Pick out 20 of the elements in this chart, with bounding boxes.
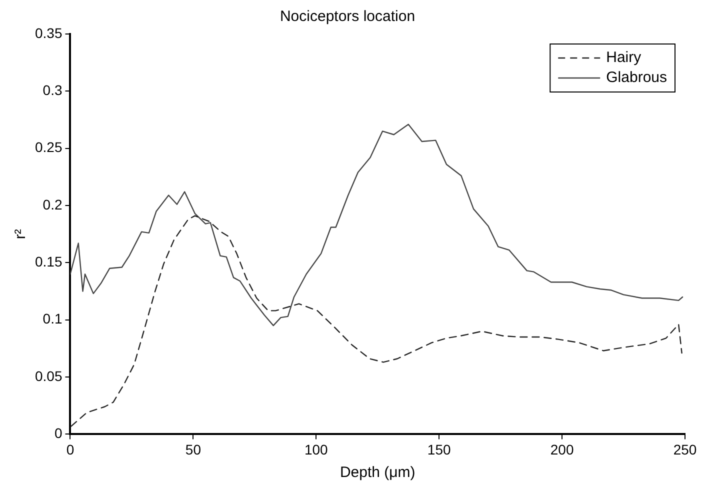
y-tick-label: 0.05 — [35, 368, 62, 384]
x-tick-label: 100 — [304, 441, 328, 458]
x-tick-label: 150 — [427, 441, 451, 458]
x-tick-label: 50 — [185, 441, 202, 458]
y-tick-label: 0 — [54, 425, 62, 442]
x-tick-label: 0 — [66, 441, 74, 458]
y-axis-title: r² — [12, 229, 30, 240]
y-tick-label: 0.3 — [42, 82, 62, 98]
x-tick-label: 250 — [673, 441, 697, 458]
y-tick-label: 0.15 — [35, 254, 62, 270]
legend-label: Hairy — [606, 49, 642, 66]
y-tick-label: 0.2 — [42, 196, 62, 212]
chart-title: Nociceptors location — [280, 8, 416, 26]
x-tick-label: 200 — [550, 441, 574, 458]
legend-label: Glabrous — [606, 69, 668, 86]
y-tick-label: 0.25 — [35, 139, 62, 156]
x-axis-title: Depth (μm) — [340, 464, 416, 482]
y-tick-label: 0.35 — [35, 24, 62, 41]
line-series — [70, 215, 682, 427]
y-tick-label: 0.1 — [42, 310, 62, 327]
